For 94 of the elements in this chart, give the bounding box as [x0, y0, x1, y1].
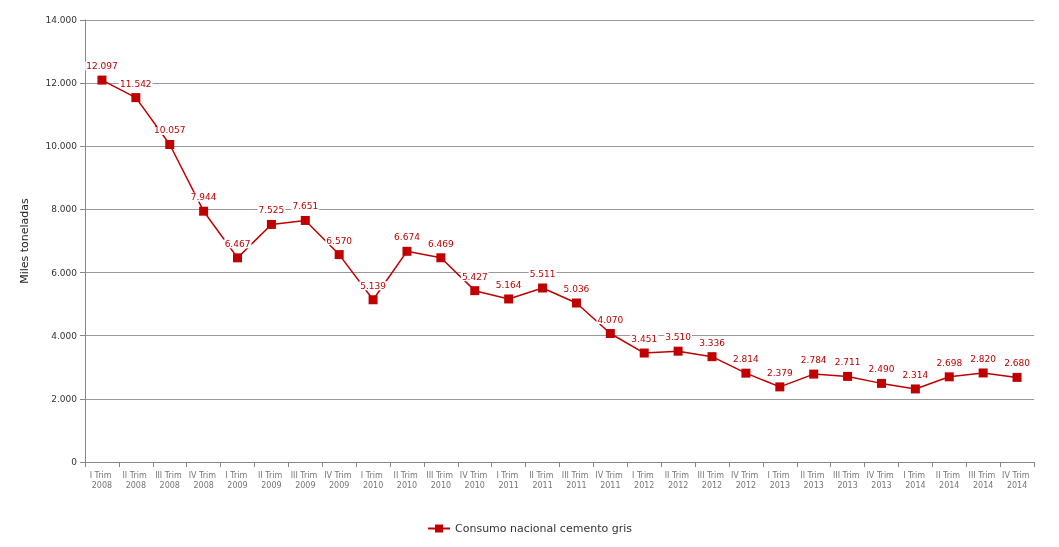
- x-tick-label: IV Trim 2008: [188, 470, 219, 490]
- point: [538, 283, 548, 293]
- data-label: 5.427: [461, 271, 488, 282]
- x-tick-label: IV Trim 2009: [324, 470, 355, 490]
- point: [978, 368, 988, 378]
- data-label: 12.097: [86, 61, 118, 72]
- point: [233, 253, 243, 263]
- point: [266, 219, 276, 229]
- data-label: 3.510: [665, 332, 692, 343]
- point: [504, 294, 514, 304]
- y-tick-label: 0: [71, 457, 78, 467]
- data-label: 5.511: [529, 269, 556, 280]
- y-tick-label: 2.000: [51, 393, 78, 404]
- data-label: 6.467: [224, 238, 251, 249]
- point: [571, 298, 581, 308]
- x-tick-label: II Trim 2011: [529, 470, 556, 490]
- point: [673, 346, 683, 356]
- point: [402, 246, 412, 256]
- x-tick-label: I Trim 2011: [496, 470, 521, 490]
- x-tick-label: I Trim 2013: [767, 470, 793, 490]
- data-label: 2.820: [970, 353, 997, 364]
- data-label: 7.651: [292, 201, 319, 212]
- point: [436, 253, 446, 263]
- data-label: 6.674: [394, 232, 421, 243]
- point: [334, 250, 344, 260]
- x-tick-label: III Trim 2010: [426, 470, 456, 490]
- x-tick-label: III Trim 2013: [833, 470, 863, 490]
- data-label: 3.336: [699, 337, 726, 348]
- data-label: 2.711: [834, 357, 861, 368]
- x-tick-label: III Trim 2014: [968, 470, 998, 490]
- point: [470, 286, 480, 296]
- x-tick-label: IV Trim 2013: [866, 470, 897, 490]
- data-label: 6.570: [326, 235, 353, 246]
- data-label: 2.698: [936, 357, 963, 368]
- y-tick-label: 6.000: [51, 267, 78, 278]
- data-label: 2.784: [800, 355, 827, 366]
- point: [876, 378, 886, 388]
- x-tick-label: I Trim 2009: [225, 470, 250, 490]
- x-tick-label: I Trim 2014: [903, 470, 928, 490]
- data-label: 2.814: [733, 354, 760, 365]
- y-axis-title: Miles toneladas: [18, 197, 31, 284]
- y-tick-label: 8.000: [51, 204, 78, 215]
- point: [944, 372, 954, 382]
- point: [775, 382, 785, 392]
- x-tick-label: II Trim 2012: [664, 470, 692, 490]
- x-tick-label: IV Trim 2012: [730, 470, 761, 490]
- point: [910, 384, 920, 394]
- x-tick-label: II Trim 2008: [122, 470, 150, 490]
- data-label: 11.542: [120, 78, 152, 89]
- data-label: 5.036: [563, 284, 590, 295]
- x-tick-label: II Trim 2010: [393, 470, 421, 490]
- data-label: 10.057: [153, 125, 186, 136]
- data-label: 2.490: [868, 364, 895, 375]
- point: [97, 75, 107, 85]
- x-tick-label: III Trim 2011: [561, 470, 592, 490]
- x-tick-label: III Trim 2009: [290, 470, 320, 490]
- x-tick-label: II Trim 2013: [800, 470, 828, 490]
- x-tick-label: III Trim 2008: [155, 470, 185, 490]
- point: [707, 352, 717, 362]
- point: [199, 206, 209, 216]
- point: [809, 369, 819, 379]
- x-tick-label: III Trim 2012: [697, 470, 727, 490]
- data-label: 5.139: [360, 280, 387, 291]
- x-tick-label: I Trim 2008: [89, 470, 115, 490]
- y-tick-label: 10.000: [45, 141, 78, 152]
- point: [1012, 372, 1022, 382]
- data-label: 5.164: [495, 279, 522, 290]
- point: [639, 348, 649, 358]
- data-label: 2.314: [902, 369, 929, 380]
- y-tick-label: 4.000: [51, 330, 78, 341]
- x-tick-label: II Trim 2014: [935, 470, 963, 490]
- point: [368, 295, 378, 305]
- point: [300, 215, 310, 225]
- data-label: 7.525: [258, 205, 285, 216]
- x-tick-label: II Trim 2009: [258, 470, 285, 490]
- data-label: 2.680: [1004, 358, 1031, 369]
- x-tick-label: I Trim 2012: [632, 470, 657, 490]
- point: [131, 93, 141, 103]
- data-label: 7.944: [190, 192, 217, 203]
- x-tick-label: I Trim 2010: [360, 470, 386, 490]
- data-label: 6.469: [427, 238, 455, 249]
- y-tick-label: 12.000: [45, 78, 78, 89]
- point: [605, 329, 615, 338]
- data-label: 4.070: [597, 314, 624, 325]
- data-label: 2.379: [766, 367, 793, 378]
- x-tick-label: IV Trim 2011: [595, 470, 626, 490]
- x-tick-label: IV Trim 2014: [1002, 470, 1033, 490]
- data-label: 3.451: [631, 334, 658, 345]
- point: [843, 371, 853, 381]
- point: [741, 368, 751, 378]
- point: [165, 139, 175, 149]
- y-tick-label: 14.000: [45, 15, 78, 25]
- x-tick-label: IV Trim 2010: [459, 470, 490, 490]
- legend-label: Consumo nacional cemento gris: [455, 522, 633, 535]
